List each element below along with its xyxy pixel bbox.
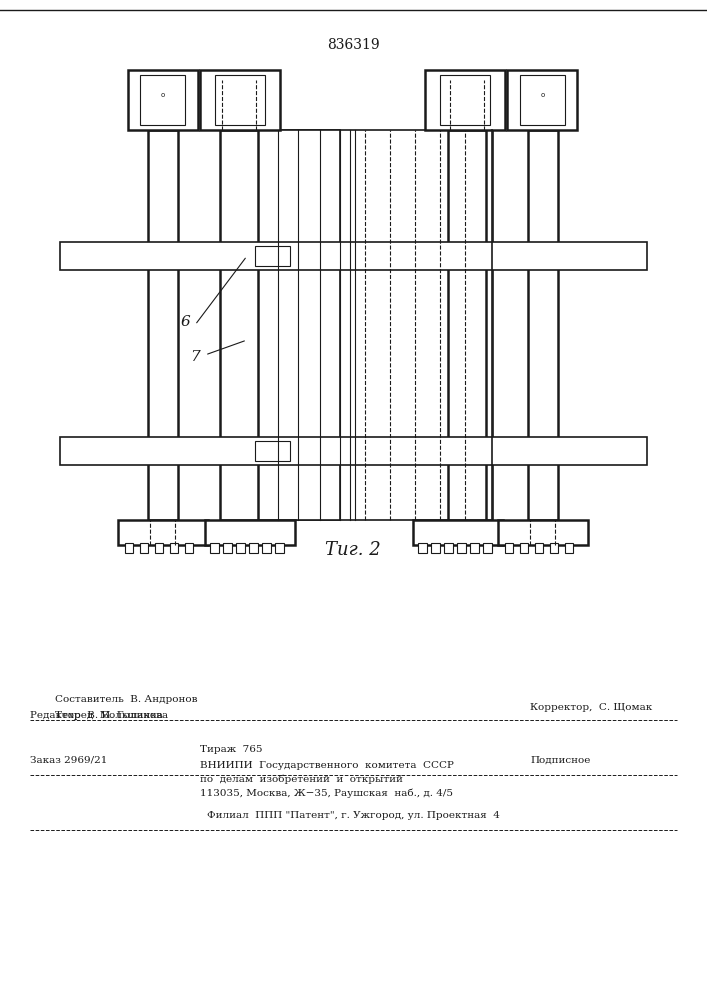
Bar xyxy=(258,130,493,520)
Bar xyxy=(505,543,513,553)
Bar xyxy=(550,543,558,553)
Bar xyxy=(220,130,258,520)
Bar xyxy=(140,75,185,125)
Bar xyxy=(155,543,163,553)
Text: Τиг. 2: Τиг. 2 xyxy=(325,541,381,559)
Bar xyxy=(431,543,440,553)
Bar xyxy=(205,520,295,545)
Bar xyxy=(255,441,290,461)
Bar xyxy=(118,520,208,545)
Text: Составитель  В. Андронов: Составитель В. Андронов xyxy=(55,696,197,704)
Text: Тираж  765: Тираж 765 xyxy=(200,746,262,754)
Text: 7: 7 xyxy=(190,350,200,364)
Bar xyxy=(125,543,133,553)
Bar xyxy=(520,75,565,125)
Bar xyxy=(170,543,178,553)
Bar xyxy=(60,242,647,270)
Bar xyxy=(148,130,178,520)
Text: Подписное: Подписное xyxy=(530,756,590,764)
Text: Техред  М. Голинка: Техред М. Голинка xyxy=(55,710,163,720)
Text: o: o xyxy=(541,92,545,98)
Text: Заказ 2969/21: Заказ 2969/21 xyxy=(30,756,107,764)
Bar xyxy=(60,437,647,465)
Bar xyxy=(128,70,198,130)
Text: Редактор  В. Большакова: Редактор В. Большакова xyxy=(30,710,168,720)
Bar xyxy=(520,543,528,553)
Bar xyxy=(262,543,271,553)
Bar xyxy=(448,130,486,520)
Bar xyxy=(507,70,577,130)
Bar xyxy=(223,543,232,553)
Bar xyxy=(215,75,265,125)
Bar xyxy=(249,543,258,553)
Bar xyxy=(140,543,148,553)
Bar xyxy=(200,70,280,130)
Bar xyxy=(444,543,453,553)
Bar xyxy=(418,543,427,553)
Text: ВНИИПИ  Государственного  комитета  СССР: ВНИИПИ Государственного комитета СССР xyxy=(200,760,454,770)
Bar xyxy=(425,70,505,130)
Bar xyxy=(470,543,479,553)
Bar xyxy=(440,75,490,125)
Text: 113035, Москва, Ж−35, Раушская  наб., д. 4/5: 113035, Москва, Ж−35, Раушская наб., д. … xyxy=(200,788,453,798)
Bar xyxy=(413,520,503,545)
Text: o: o xyxy=(161,92,165,98)
Text: Филиал  ППП "Патент", г. Ужгород, ул. Проектная  4: Филиал ППП "Патент", г. Ужгород, ул. Про… xyxy=(206,810,499,820)
Text: Корректор,  С. Щомак: Корректор, С. Щомак xyxy=(530,704,653,712)
Bar xyxy=(255,246,290,266)
Bar xyxy=(258,130,340,520)
Bar xyxy=(457,543,466,553)
Text: по  делам  изобретений  и  открытий: по делам изобретений и открытий xyxy=(200,774,403,784)
Bar xyxy=(565,543,573,553)
Bar xyxy=(210,543,219,553)
Bar xyxy=(236,543,245,553)
Bar xyxy=(483,543,492,553)
Bar xyxy=(185,543,193,553)
Text: 836319: 836319 xyxy=(327,38,380,52)
Bar xyxy=(498,520,588,545)
Bar xyxy=(528,130,558,520)
Bar xyxy=(535,543,543,553)
Bar xyxy=(275,543,284,553)
Text: 6: 6 xyxy=(180,315,190,329)
